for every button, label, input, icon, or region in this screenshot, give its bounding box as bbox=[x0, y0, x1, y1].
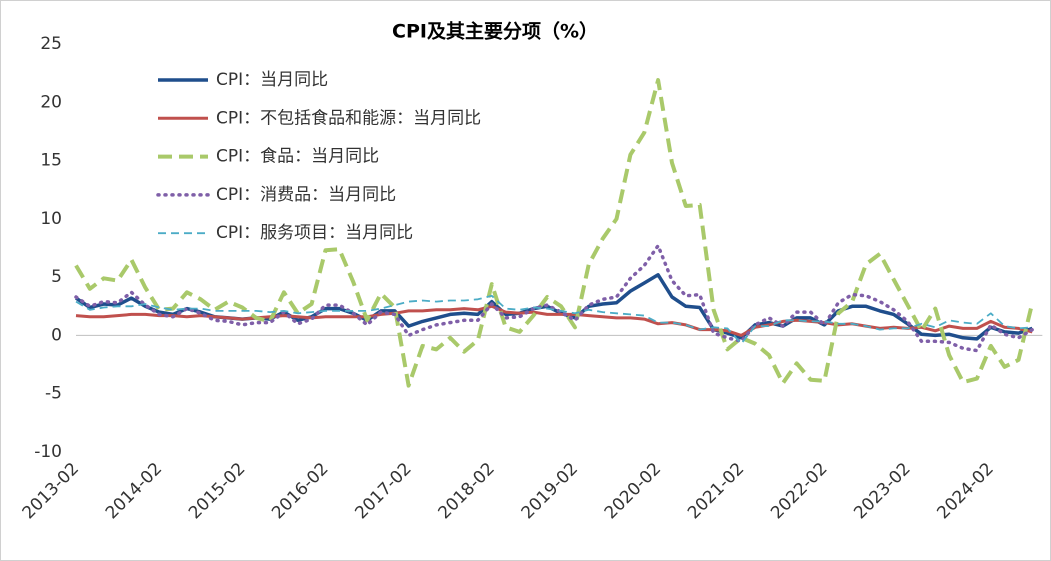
legend-label: CPI：不包括食品和能源：当月同比 bbox=[216, 108, 481, 128]
series-line bbox=[74, 78, 1035, 388]
y-tick-label: 20 bbox=[40, 92, 62, 112]
series-line bbox=[75, 304, 1033, 337]
y-tick-label: -5 bbox=[45, 384, 62, 404]
y-tick-label: 25 bbox=[40, 34, 62, 54]
legend-label: CPI：食品：当月同比 bbox=[216, 147, 379, 167]
series-line bbox=[74, 243, 1035, 353]
y-tick-label: -10 bbox=[34, 442, 62, 462]
y-tick-label: 10 bbox=[40, 209, 62, 229]
legend-label: CPI：消费品：当月同比 bbox=[216, 185, 396, 205]
series-line bbox=[75, 294, 1033, 345]
chart-title: CPI及其主要分项（%） bbox=[392, 20, 598, 43]
legend-label: CPI：当月同比 bbox=[216, 70, 328, 90]
legend-label: CPI：服务项目：当月同比 bbox=[216, 223, 413, 243]
y-tick-label: 5 bbox=[51, 267, 62, 287]
y-tick-label: 15 bbox=[40, 151, 62, 171]
y-tick-label: 0 bbox=[51, 325, 62, 345]
